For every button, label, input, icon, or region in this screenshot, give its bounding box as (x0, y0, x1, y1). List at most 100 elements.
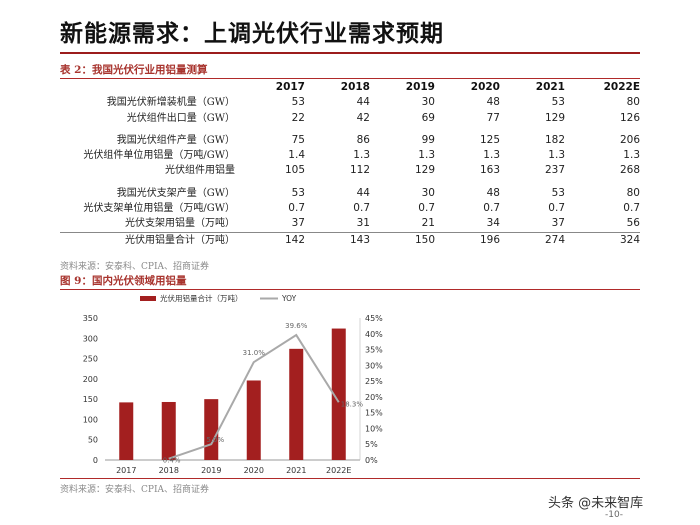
y-right-tick-label: 10% (365, 424, 383, 433)
yoy-data-label: 18.3% (341, 400, 364, 408)
table-cell: 48 (486, 96, 500, 109)
table-cell: 37 (551, 217, 565, 230)
table-cell: 34 (486, 217, 500, 230)
table-cell: 22 (291, 111, 305, 124)
y-left-tick-label: 0 (93, 456, 98, 465)
table-header-row: 2017 2018 2019 2020 2021 2022E (60, 80, 640, 95)
legend-swatch-bar (140, 296, 156, 301)
y-left-tick-label: 350 (83, 314, 98, 323)
table-cell: 48 (486, 186, 500, 199)
table-cell: 80 (626, 96, 640, 109)
table-row: 光伏组件用铝量 105 112 129 163 237 268 (60, 163, 640, 178)
y-right-tick-label: 45% (365, 314, 383, 323)
page-title: 新能源需求：上调光伏行业需求预期 (60, 20, 444, 47)
y-right-tick-label: 15% (365, 409, 383, 418)
table-row: 光伏组件出口量（GW） 22 42 69 77 129 126 (60, 111, 640, 126)
table-cell: 53 (551, 186, 565, 199)
bar (289, 348, 304, 460)
table-cell: 0.7 (353, 202, 370, 215)
col-header: 2020 (470, 81, 500, 93)
x-tick-label: 2017 (116, 466, 136, 475)
table-row: 光伏用铝量合计（万吨） 142 143 150 196 274 324 (60, 231, 640, 248)
table-cell: 206 (619, 133, 640, 146)
table-cell: 150 (370, 231, 435, 248)
col-header: 2021 (535, 81, 565, 93)
table-row: 我国光伏支架产量（GW） 53 44 30 48 53 80 (60, 186, 640, 201)
y-left-tick-label: 200 (83, 375, 98, 384)
table-cell: 21 (421, 217, 435, 230)
table-cell: 1.3 (623, 149, 640, 162)
table-cell: 0.7 (418, 202, 435, 215)
table-cell: 53 (291, 96, 305, 109)
table-cell: 80 (626, 186, 640, 199)
row-label: 我国光伏支架产量（GW） (116, 187, 235, 199)
y-right-tick-label: 30% (365, 361, 383, 370)
bar (119, 402, 134, 460)
table-cell: 99 (421, 133, 435, 146)
table-row: 光伏支架单位用铝量（万吨/GW） 0.7 0.7 0.7 0.7 0.7 0.7 (60, 201, 640, 216)
row-label: 光伏组件单位用铝量（万吨/GW） (83, 150, 235, 162)
table-cell: 30 (421, 186, 435, 199)
table-cell: 237 (544, 164, 565, 177)
y-right-tick-label: 35% (365, 346, 383, 355)
page-number: -10- (605, 510, 623, 520)
col-header: 2019 (405, 81, 435, 93)
table-cell: 31 (356, 217, 370, 230)
watermark: 头条 @未来智库 (548, 496, 644, 511)
y-right-tick-label: 5% (365, 440, 378, 449)
legend-label-bar: 光伏用铝量合计（万吨） (160, 293, 243, 303)
table-cell: 125 (479, 133, 500, 146)
row-spacer (60, 126, 640, 133)
row-label: 光伏组件用铝量 (165, 165, 235, 177)
table-cell: 77 (486, 111, 500, 124)
table-cell: 0.7 (548, 202, 565, 215)
table-source: 资料来源：安泰科、CPIA、招商证券 (60, 262, 209, 272)
table-row: 光伏支架用铝量（万吨） 37 31 21 34 37 56 (60, 216, 640, 232)
y-left-tick-label: 250 (83, 355, 98, 364)
table-cell: 0.7 (483, 202, 500, 215)
x-tick-label: 2018 (159, 466, 179, 475)
table-cell: 105 (284, 164, 305, 177)
y-right-tick-label: 0% (365, 456, 378, 465)
table-cell: 0.7 (288, 202, 305, 215)
row-label: 光伏用铝量合计（万吨） (60, 231, 245, 248)
bar (204, 399, 219, 460)
bar (161, 401, 176, 460)
table-cell: 196 (435, 231, 500, 248)
table-cell: 143 (305, 231, 370, 248)
table-cell: 30 (421, 96, 435, 109)
table-cell: 112 (349, 164, 370, 177)
table-cell: 129 (544, 111, 565, 124)
table-cell: 163 (479, 164, 500, 177)
y-right-tick-label: 25% (365, 377, 383, 386)
y-left-tick-label: 100 (83, 415, 98, 424)
x-tick-label: 2020 (244, 466, 264, 475)
y-right-tick-label: 20% (365, 393, 383, 402)
table-cell: 274 (500, 231, 565, 248)
y-left-tick-label: 50 (88, 436, 98, 445)
row-label: 我国光伏新增装机量（GW） (106, 97, 235, 109)
y-left-tick-label: 150 (83, 395, 98, 404)
table-row: 我国光伏新增装机量（GW） 53 44 30 48 53 80 (60, 95, 640, 110)
table-cell: 42 (356, 111, 370, 124)
row-label: 光伏支架单位用铝量（万吨/GW） (83, 203, 235, 215)
aluminum-usage-table: 2017 2018 2019 2020 2021 2022E 我国光伏新增装机量… (60, 80, 640, 248)
bar (331, 328, 346, 460)
y-right-tick-label: 40% (365, 330, 383, 339)
table-cell: 1.3 (548, 149, 565, 162)
table-caption: 表 2：我国光伏行业用铝量测算 (60, 64, 208, 76)
table-cell: 182 (544, 133, 565, 146)
figure-bottom-rule (60, 478, 640, 479)
row-label: 光伏组件出口量（GW） (126, 112, 235, 124)
row-spacer (60, 179, 640, 186)
x-tick-label: 2019 (201, 466, 221, 475)
table-cell: 129 (414, 164, 435, 177)
bar (246, 380, 261, 460)
yoy-data-label: 5.0% (206, 436, 224, 444)
table-cell: 44 (356, 186, 370, 199)
table-row: 光伏组件单位用铝量（万吨/GW） 1.4 1.3 1.3 1.3 1.3 1.3 (60, 148, 640, 163)
table-cell: 0.7 (623, 202, 640, 215)
figure-top-rule (60, 289, 640, 290)
table-row: 我国光伏组件产量（GW） 75 86 99 125 182 206 (60, 133, 640, 148)
table-cell: 53 (551, 96, 565, 109)
